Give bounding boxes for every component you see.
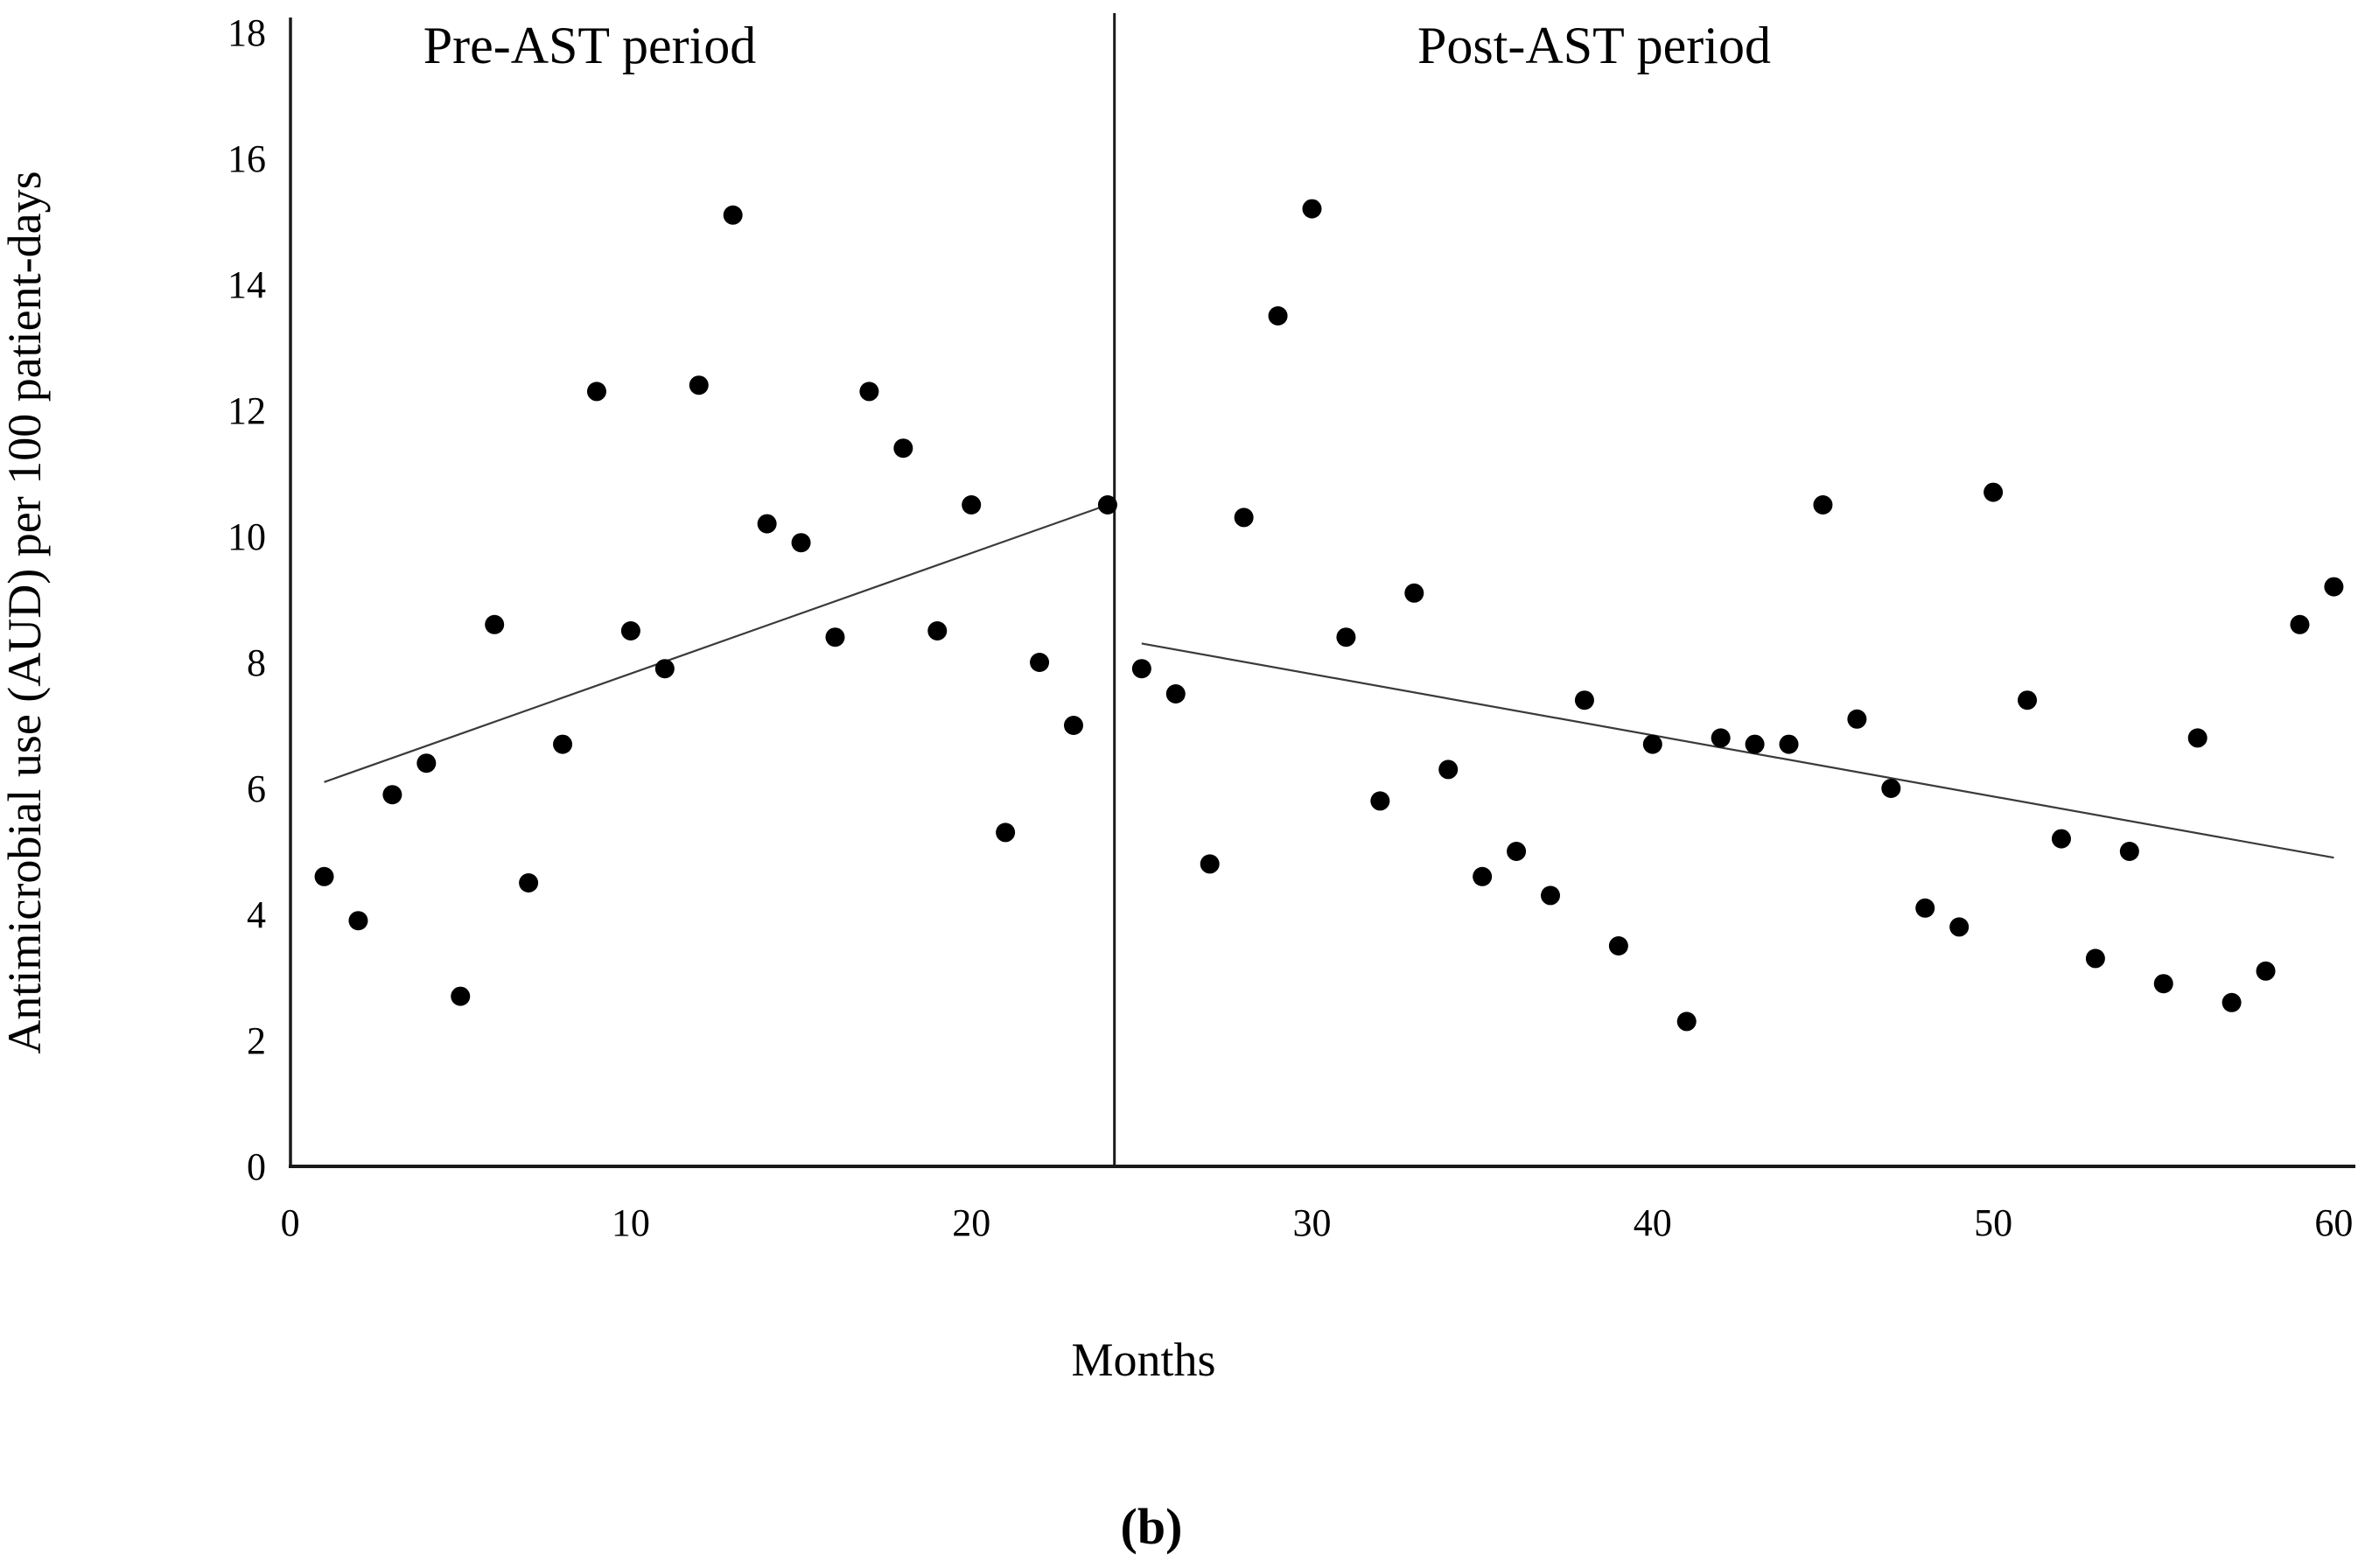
data-point (962, 495, 982, 514)
data-point (451, 986, 471, 1006)
data-point (1711, 728, 1731, 748)
data-point (893, 438, 913, 458)
data-point (1438, 760, 1459, 780)
y-tick-label: 12 (227, 389, 266, 432)
y-tick-label: 4 (247, 893, 266, 936)
data-point (382, 785, 402, 805)
data-point (586, 382, 606, 402)
data-point (1676, 1012, 1697, 1032)
data-point (2018, 690, 2038, 710)
data-point (1131, 659, 1151, 679)
data-point (1608, 936, 1628, 956)
data-point (654, 659, 675, 679)
data-point (2256, 961, 2276, 981)
data-point (927, 621, 948, 640)
data-point (519, 873, 539, 892)
data-point (1097, 495, 1117, 514)
x-tick-label: 50 (1974, 1201, 2012, 1244)
data-point (1370, 791, 1390, 811)
data-point (1302, 199, 1322, 219)
data-point (1642, 734, 1662, 754)
y-tick-label: 8 (247, 641, 266, 684)
data-point (1779, 734, 1799, 754)
y-tick-label: 2 (247, 1019, 266, 1062)
data-point (1745, 734, 1765, 754)
data-point (689, 375, 709, 396)
data-point (416, 753, 437, 774)
data-point (1030, 653, 1050, 672)
y-axis-title: Antimicrobial use (AUD) per 100 patient-… (0, 171, 51, 1054)
y-tick-label: 6 (247, 767, 266, 810)
data-point (723, 205, 743, 225)
y-tick-label: 14 (227, 263, 266, 306)
x-tick-label: 0 (281, 1201, 300, 1244)
data-point (996, 822, 1016, 843)
y-tick-label: 10 (227, 515, 266, 558)
data-point (825, 627, 845, 648)
data-point (1813, 495, 1833, 514)
y-tick-label: 18 (227, 11, 266, 54)
x-tick-label: 40 (1634, 1201, 1672, 1244)
data-point (1165, 684, 1186, 704)
data-point (485, 614, 505, 634)
data-point (1234, 508, 1254, 528)
data-point (1949, 917, 1970, 937)
data-point (2290, 614, 2310, 634)
data-point (1404, 583, 1424, 603)
data-point (1847, 709, 1867, 729)
x-tick-label: 20 (952, 1201, 990, 1244)
data-point (2085, 948, 2105, 969)
x-axis-tick-labels: 0 10 20 30 40 50 60 (281, 1201, 2354, 1244)
data-point (620, 621, 640, 640)
data-point (1984, 482, 2004, 502)
data-point (2153, 974, 2173, 994)
x-tick-label: 10 (612, 1201, 650, 1244)
x-tick-label: 60 (2314, 1201, 2353, 1244)
y-axis-tick-labels: 0 2 4 6 8 10 12 14 16 18 (227, 11, 266, 1188)
data-point (348, 911, 368, 931)
data-point (1574, 690, 1594, 710)
x-axis-title: Months (1071, 1334, 1215, 1386)
data-point (2051, 829, 2071, 849)
data-point (1336, 627, 1356, 648)
post-period-title: Post-AST period (1417, 17, 1771, 74)
data-points (314, 199, 2344, 1032)
data-point (1507, 842, 1527, 861)
data-point (1541, 886, 1561, 906)
data-point (1063, 716, 1083, 735)
trend-lines (324, 503, 2334, 859)
post-ast-trend-line (1141, 642, 2334, 859)
x-tick-label: 30 (1293, 1201, 1332, 1244)
data-point (859, 382, 879, 402)
data-point (314, 866, 334, 886)
data-point (1881, 779, 1901, 798)
data-point (1268, 306, 1288, 326)
data-point (1915, 898, 1935, 918)
data-point (2324, 577, 2344, 597)
data-point (1200, 854, 1220, 874)
data-point (2187, 728, 2208, 748)
data-point (1473, 866, 1493, 886)
pre-ast-trend-line (324, 503, 1109, 783)
data-point (757, 514, 777, 534)
data-point (553, 734, 573, 754)
y-tick-label: 0 (247, 1145, 266, 1188)
data-point (791, 533, 811, 553)
data-point (2119, 842, 2139, 861)
y-tick-label: 16 (227, 137, 266, 180)
pre-period-title: Pre-AST period (423, 17, 757, 74)
figure-caption: (b) (1121, 1498, 1183, 1555)
data-point (2222, 992, 2242, 1012)
